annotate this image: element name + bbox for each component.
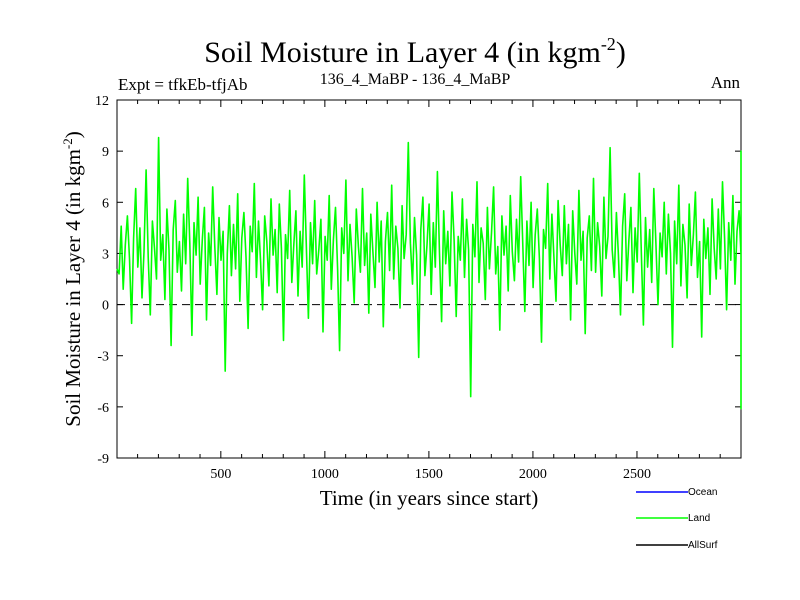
y-axis-ticks: -9 -6 -3 0 3 6 9 12	[95, 94, 741, 467]
legend: Ocean Land AllSurf	[636, 487, 718, 551]
x-tick-label: 500	[210, 467, 231, 482]
legend-label-ocean: Ocean	[688, 487, 717, 498]
legend-label-land: Land	[688, 513, 710, 524]
chart-subtitle: 136_4_MaBP - 136_4_MaBP	[320, 71, 511, 88]
series-line-land	[116, 136, 742, 410]
x-tick-label: 2000	[519, 467, 547, 482]
y-tick-label: 6	[102, 196, 109, 211]
y-axis-label-sup: -2	[60, 138, 75, 149]
y-axis-label-close: )	[61, 131, 85, 138]
y-tick-label: -9	[97, 452, 109, 467]
x-tick-label: 1000	[311, 467, 339, 482]
y-tick-label: 0	[102, 299, 109, 314]
x-axis-ticks: 500 1000 1500 2000 2500	[137, 100, 721, 482]
y-tick-label: 12	[95, 94, 109, 109]
x-tick-label: 1500	[415, 467, 443, 482]
x-axis-label: Time (in years since start)	[320, 486, 539, 510]
chart-title-close: )	[616, 36, 626, 69]
y-axis-label-main: Soil Moisture in Layer 4 (in kgm	[61, 149, 85, 427]
chart-title-sup: -2	[601, 34, 616, 54]
y-tick-label: -3	[97, 350, 109, 365]
legend-label-allsurf: AllSurf	[688, 540, 718, 551]
y-tick-label: -6	[97, 401, 109, 416]
expt-label: Expt = tfkEb-tfjAb	[118, 75, 248, 94]
y-tick-label: 3	[102, 247, 109, 262]
y-tick-label: 9	[102, 145, 109, 160]
chart-title: Soil Moisture in Layer 4 (in kgm-2)	[204, 34, 626, 69]
season-label: Ann	[711, 73, 741, 92]
plot-frame	[116, 99, 742, 459]
x-tick-label: 2500	[623, 467, 651, 482]
y-axis-label: Soil Moisture in Layer 4 (in kgm-2)	[60, 131, 85, 426]
chart-title-main: Soil Moisture in Layer 4 (in kgm	[204, 36, 601, 69]
